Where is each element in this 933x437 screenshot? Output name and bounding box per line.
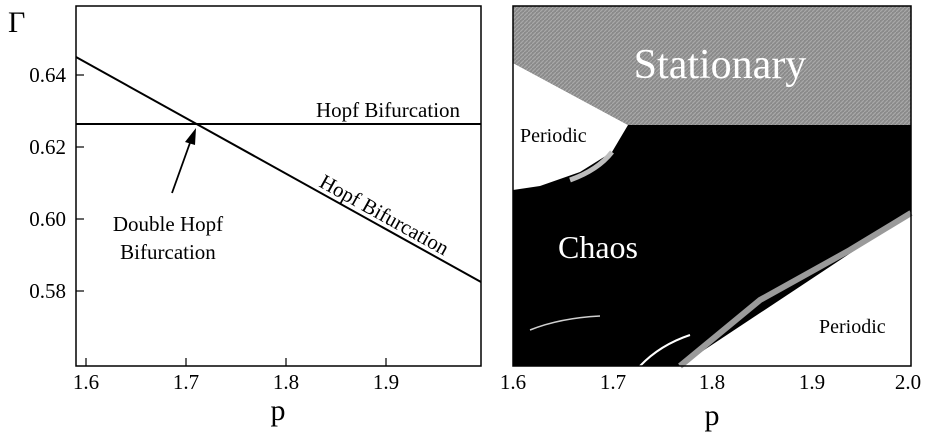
y-tick-label: 0.58: [29, 279, 66, 303]
label-stationary: Stationary: [634, 42, 807, 88]
label-hopf-horizontal: Hopf Bifurcation: [316, 98, 461, 122]
left-y-ticks: 0.58 0.60 0.62 0.64: [29, 63, 84, 303]
y-tick-label: 0.64: [29, 63, 66, 87]
chaos-speckle: [639, 334, 691, 367]
y-tick-label: 0.60: [29, 207, 66, 231]
annotation-arrowhead: [185, 128, 196, 145]
region-periodic-upper: [513, 63, 628, 190]
right-plot-frame: [512, 5, 912, 367]
x-tick-label: 1.8: [699, 370, 725, 394]
chaos-speckle: [529, 315, 601, 331]
x-tick-label: 1.9: [373, 370, 399, 394]
annotation-arrow: [171, 139, 192, 194]
left-panel: Hopf Bifurcation Hopf Bifurcation Double…: [8, 5, 482, 427]
x-tick-label: 1.9: [799, 370, 825, 394]
periodic-boundary-fringe: [569, 150, 614, 183]
left-plot-frame: [75, 5, 482, 367]
x-tick-label: 1.7: [600, 370, 626, 394]
x-tick-label: 1.6: [500, 370, 526, 394]
right-panel: Stationary Periodic Chaos Periodic 1.6 1…: [500, 5, 921, 432]
left-x-ticks: 1.6 1.7 1.8 1.9: [73, 358, 399, 394]
annotation-line2: Bifurcation: [120, 240, 216, 264]
hopf-sloped-line: [75, 56, 482, 283]
label-periodic-lower: Periodic: [819, 316, 886, 338]
y-tick-label: 0.62: [29, 135, 66, 159]
x-tick-label: 1.8: [273, 370, 299, 394]
right-x-ticks: 1.6 1.7 1.8 1.9 2.0: [500, 370, 921, 394]
annotation-line1: Double Hopf: [113, 212, 223, 236]
left-x-axis-label: p: [271, 394, 286, 427]
chaos-boundary-fringe: [678, 210, 913, 369]
right-x-axis-label: p: [705, 399, 720, 432]
x-tick-label: 1.6: [73, 370, 99, 394]
label-chaos: Chaos: [558, 229, 638, 265]
x-tick-label: 2.0: [895, 370, 921, 394]
x-tick-label: 1.7: [173, 370, 199, 394]
label-periodic-upper: Periodic: [520, 125, 587, 147]
region-stationary: [513, 6, 911, 125]
y-axis-label: Γ: [8, 6, 25, 39]
